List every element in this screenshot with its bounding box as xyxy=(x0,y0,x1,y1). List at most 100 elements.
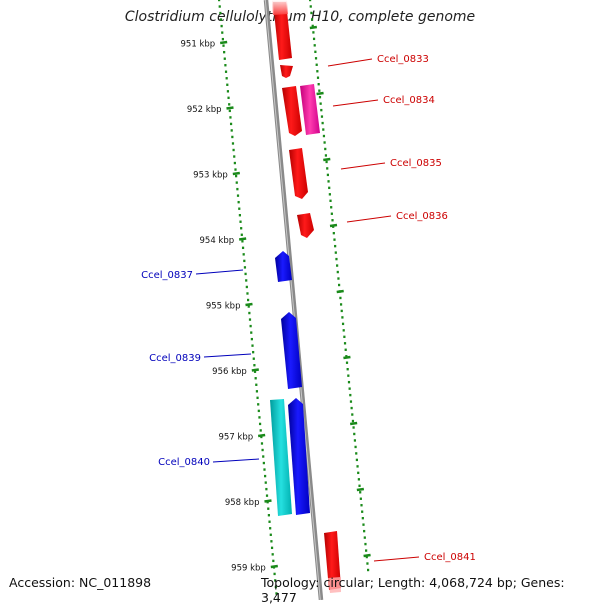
gene-ccel-0834-a[interactable] xyxy=(282,86,302,136)
gene-ccel-0840-cyan[interactable] xyxy=(270,399,292,516)
scale-dot-outer xyxy=(326,167,329,170)
scale-dot-outer xyxy=(335,257,338,261)
scale-dot-inner xyxy=(258,422,262,426)
gene-label[interactable]: Ccel_0836 xyxy=(396,211,448,222)
scale-dot-outer xyxy=(345,361,349,364)
scale-dot-outer xyxy=(364,542,367,546)
gene-label[interactable]: Ccel_0840 xyxy=(158,457,210,468)
scale-dot-inner xyxy=(275,592,278,595)
gene-ccel-0840[interactable] xyxy=(288,398,310,515)
scale-dot-outer xyxy=(318,95,322,99)
gene-label-leader xyxy=(203,353,252,358)
scale-dot-outer xyxy=(347,374,350,377)
scale-dot-inner xyxy=(267,507,270,510)
scale-tick xyxy=(251,368,259,372)
scale-dot-inner xyxy=(252,350,255,354)
scale-dot-outer xyxy=(336,264,339,267)
scale-dot-inner xyxy=(222,44,225,47)
scale-dot-outer xyxy=(330,206,333,209)
gene-ccel-0835[interactable] xyxy=(289,148,308,199)
gene-ccel-0841-fade xyxy=(328,577,341,593)
scale-dot-outer xyxy=(312,37,316,41)
scale-dot-outer xyxy=(355,452,358,455)
scale-tick-outer xyxy=(316,91,324,96)
scale-dot-outer xyxy=(317,83,320,86)
scale-dot-outer xyxy=(328,186,331,190)
gene-ccel-0839[interactable] xyxy=(281,312,302,389)
scale-dot-outer xyxy=(309,0,312,2)
scale-dot-inner xyxy=(272,559,275,563)
scale-dot-inner xyxy=(221,37,224,41)
scale-dot-outer xyxy=(361,510,364,513)
gene-label[interactable]: Ccel_0837 xyxy=(141,270,193,281)
scale-tick-outer xyxy=(309,25,318,30)
scale-dot-inner xyxy=(253,370,257,373)
gene-label[interactable]: Ccel_0835 xyxy=(390,158,442,169)
scale-dot-inner xyxy=(247,305,250,308)
scale-dot-inner xyxy=(267,514,271,517)
gene-ccel-0833[interactable] xyxy=(280,65,293,78)
accession-text: Accession: NC_011898 xyxy=(9,575,152,590)
scale-dot-outer xyxy=(310,18,314,21)
scale-dot-inner xyxy=(238,207,241,210)
scale-dot-inner xyxy=(260,435,263,439)
scale-dot-outer xyxy=(358,484,361,487)
scale-dot-outer xyxy=(339,296,342,300)
gene-label[interactable]: Ccel_0833 xyxy=(377,54,429,65)
scale-dot-inner xyxy=(245,279,248,282)
scale-dot-outer xyxy=(310,11,313,15)
gene-label[interactable]: Ccel_0834 xyxy=(383,95,435,106)
gene-ccel-0841[interactable] xyxy=(324,531,341,590)
scale-dot-inner xyxy=(237,200,240,204)
gene-ccel-0833-upper[interactable] xyxy=(273,2,292,60)
scale-tick-outer xyxy=(349,421,358,426)
gene-label-leader xyxy=(373,556,420,562)
scale-dot-inner xyxy=(248,311,251,315)
scale-dot-outer xyxy=(325,160,328,164)
scale-dot-outer xyxy=(352,426,355,429)
scale-dot-inner xyxy=(262,455,265,458)
scale-dot-inner xyxy=(230,129,233,132)
scale-dot-outer xyxy=(357,471,360,475)
genome-backbone xyxy=(263,0,324,600)
scale-dot-outer xyxy=(340,309,343,313)
scale-dot-inner xyxy=(269,533,272,536)
gene-label[interactable]: Ccel_0839 xyxy=(149,353,201,364)
scale-tick xyxy=(245,302,253,307)
scale-dot-outer xyxy=(323,141,326,144)
scale-dot-inner xyxy=(255,383,258,386)
scale-dot-inner xyxy=(239,220,242,223)
scale-dot-inner xyxy=(218,5,221,8)
scale-dot-outer xyxy=(338,283,341,287)
scale-dot-outer xyxy=(363,529,366,533)
scale-dot-outer xyxy=(353,432,356,436)
scale-dot-inner xyxy=(221,31,224,34)
gene-labels: Ccel_0833 Ccel_0834 Ccel_0835 Ccel_0836 Ccel… xyxy=(141,54,476,563)
scale-dot-outer xyxy=(365,549,368,552)
scale-dot-outer xyxy=(359,491,362,494)
scale-dot-outer xyxy=(316,76,320,79)
gene-label-leader xyxy=(332,99,379,107)
scale-tick-outer xyxy=(336,289,344,294)
scale-dot-inner xyxy=(257,409,260,413)
scale-dot-outer xyxy=(351,419,355,423)
scale-dot-outer xyxy=(316,70,319,73)
gene-label[interactable]: Ccel_0841 xyxy=(424,552,476,563)
scale-tick xyxy=(238,237,247,241)
scale-dot-inner xyxy=(264,481,267,484)
scale-dots-outer xyxy=(309,0,370,572)
gene-label-leader xyxy=(346,215,392,223)
genes xyxy=(270,0,341,593)
gene-ccel-0837[interactable] xyxy=(275,251,292,282)
gene-ccel-0834-b[interactable] xyxy=(300,84,320,135)
scale-dot-outer xyxy=(347,380,351,384)
scale-dot-inner xyxy=(241,240,244,243)
scale-dot-outer xyxy=(333,238,336,241)
backbone-highlight xyxy=(264,0,321,600)
gene-ccel-0836[interactable] xyxy=(297,213,314,238)
scale-dot-inner xyxy=(250,337,253,341)
scale-dot-outer xyxy=(346,368,349,371)
scale-dot-outer xyxy=(321,121,324,125)
scale-dot-inner xyxy=(253,364,256,367)
scale-dot-inner xyxy=(245,285,248,289)
